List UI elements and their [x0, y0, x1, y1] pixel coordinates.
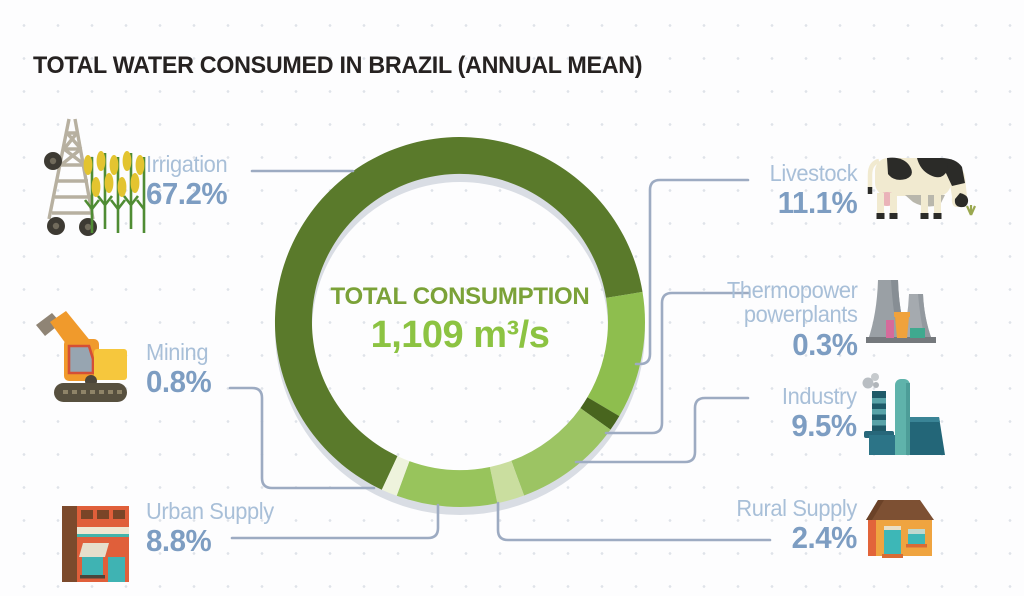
callout-line-livestock — [634, 178, 750, 366]
livestock-icon — [867, 157, 977, 219]
donut-segment-urban-supply — [396, 461, 498, 507]
category-label: Thermopower — [726, 277, 857, 303]
donut-segment-thermopower-powerplants — [580, 397, 620, 430]
irrigation-icon — [44, 118, 146, 236]
category-value: 67.2% — [146, 176, 228, 212]
callout-line-thermopower — [604, 291, 750, 435]
category-livestock: Livestock 11.1% — [769, 161, 857, 220]
donut-center-value: 1,109 m³/s — [370, 314, 550, 356]
donut-center-label: TOTAL CONSUMPTION — [330, 283, 590, 310]
callout-line-urban-supply — [230, 503, 440, 540]
category-label: Industry — [782, 383, 857, 409]
category-label: Mining — [146, 339, 209, 365]
donut-segment-industry — [511, 408, 611, 496]
page-title: TOTAL WATER CONSUMED IN BRAZIL (ANNUAL M… — [33, 52, 643, 79]
donut-segment-mining — [381, 456, 410, 496]
category-value: 11.1% — [777, 185, 857, 221]
category-irrigation: Irrigation 67.2% — [146, 151, 228, 212]
category-urban-supply: Urban Supply 8.8% — [146, 499, 274, 558]
category-value: 0.3% — [791, 326, 858, 362]
category-industry: Industry 9.5% — [782, 384, 857, 443]
category-label: Urban Supply — [146, 498, 274, 524]
category-label-line2: powerplants — [743, 301, 857, 328]
rural-supply-icon — [866, 500, 934, 558]
category-mining: Mining 0.8% — [146, 339, 212, 400]
category-rural-supply: Rural Supply 2.4% — [736, 496, 857, 555]
category-label: Livestock — [769, 160, 857, 186]
category-value: 2.4% — [791, 520, 858, 556]
callout-lines — [228, 169, 772, 542]
callout-line-industry — [574, 396, 750, 464]
category-thermopower: Thermopower powerplants 0.3% — [726, 278, 857, 362]
category-label: Irrigation — [146, 151, 228, 177]
callout-line-mining — [228, 386, 376, 490]
donut-segments — [274, 137, 645, 507]
thermopower-icon — [866, 280, 936, 343]
callout-line-rural-supply — [496, 501, 772, 542]
donut-segment-livestock — [587, 291, 645, 417]
category-label: Rural Supply — [736, 495, 857, 521]
industry-icon — [862, 373, 945, 455]
donut-segment-rural-supply — [489, 460, 525, 504]
mining-icon — [36, 311, 127, 402]
category-value: 0.8% — [146, 364, 212, 400]
category-value: 8.8% — [146, 523, 212, 559]
category-value: 9.5% — [791, 408, 858, 444]
urban-supply-icon — [62, 506, 129, 582]
